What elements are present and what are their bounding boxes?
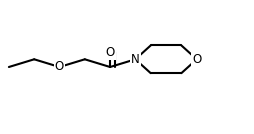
Text: O: O	[105, 46, 115, 59]
Text: N: N	[131, 53, 140, 66]
Text: O: O	[55, 60, 64, 74]
Text: O: O	[192, 53, 201, 66]
